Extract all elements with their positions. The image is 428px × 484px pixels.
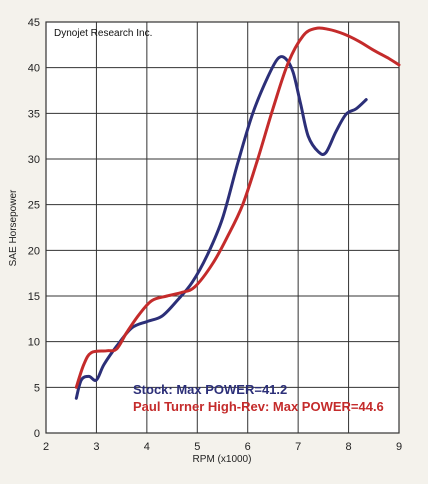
legend-stock: Stock: Max POWER=41.2 bbox=[133, 382, 287, 397]
x-tick-label: 9 bbox=[396, 441, 402, 453]
x-tick-label: 2 bbox=[43, 441, 49, 453]
y-tick-label: 5 bbox=[34, 382, 40, 394]
y-tick-label: 30 bbox=[28, 154, 40, 166]
x-tick-label: 3 bbox=[93, 441, 99, 453]
source-label: Dynojet Research Inc. bbox=[54, 28, 152, 39]
y-tick-label: 40 bbox=[28, 63, 40, 75]
series-line-stock bbox=[74, 55, 368, 400]
grid bbox=[46, 22, 399, 433]
x-tick-label: 6 bbox=[245, 441, 251, 453]
x-tick-label: 8 bbox=[346, 441, 352, 453]
y-tick-label: 25 bbox=[28, 200, 40, 212]
y-tick-label: 15 bbox=[28, 291, 40, 303]
x-tick-label: 5 bbox=[194, 441, 200, 453]
x-axis-title: RPM (x1000) bbox=[193, 454, 252, 465]
y-tick-label: 10 bbox=[28, 337, 40, 349]
y-tick-label: 35 bbox=[28, 108, 40, 120]
plot-area bbox=[45, 21, 400, 434]
series-line-high-rev bbox=[74, 26, 401, 389]
y-tick-label: 45 bbox=[28, 17, 40, 29]
y-axis-title: SAE Horsepower bbox=[8, 189, 19, 266]
y-tick-label: 20 bbox=[28, 245, 40, 257]
y-tick-label: 0 bbox=[34, 428, 40, 440]
x-tick-label: 4 bbox=[144, 441, 150, 453]
x-tick-label: 7 bbox=[295, 441, 301, 453]
series-lines bbox=[74, 26, 401, 400]
legend-high-rev: Paul Turner High-Rev: Max POWER=44.6 bbox=[133, 399, 384, 414]
